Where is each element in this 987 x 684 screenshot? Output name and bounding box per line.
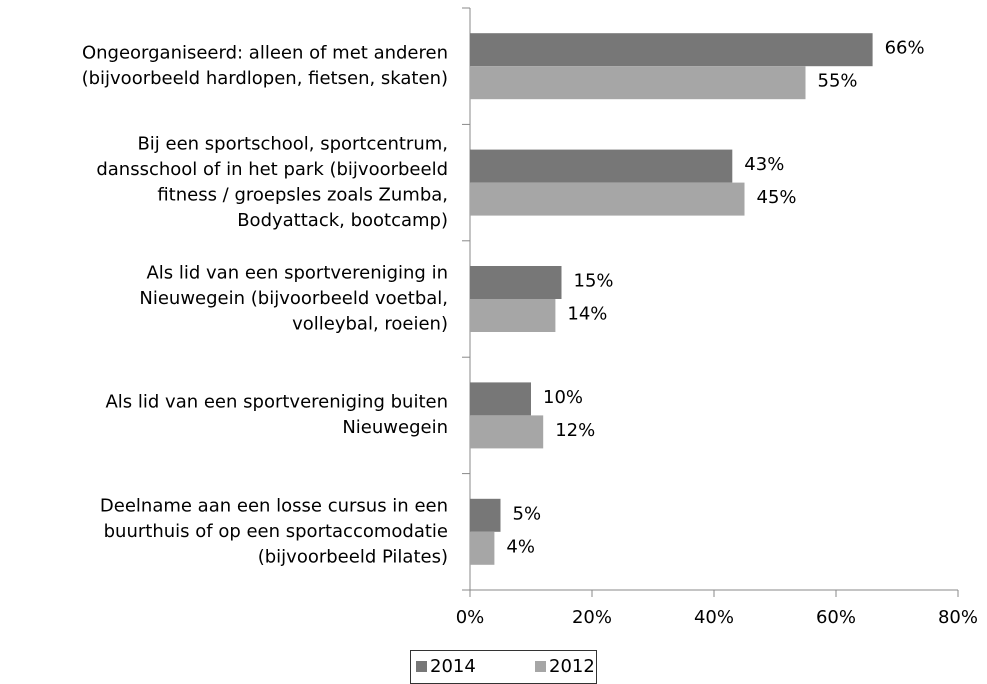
x-tick-label: 40% [694,607,734,628]
category-label: buurthuis of op een sportaccomodatie [104,521,448,542]
value-label: 45% [757,187,797,208]
legend-swatch [416,661,427,672]
value-label: 43% [744,154,784,175]
x-tick-label: 20% [572,607,612,628]
x-tick-label: 60% [816,607,856,628]
bar [470,382,531,416]
category-label: dansschool of in het park (bijvoorbeeld [96,159,448,180]
category-label: Nieuwegein (bijvoorbeeld voetbal, [139,288,448,309]
category-label: fitness / groepsles zoals Zumba, [157,184,448,205]
x-tick-label: 0% [456,607,485,628]
value-label: 14% [567,304,607,325]
bar [470,266,562,299]
bar [470,299,556,332]
value-label: 10% [543,387,583,408]
bar [470,149,733,183]
category-label: (bijvoorbeeld hardlopen, fietsen, skaten… [82,68,448,89]
category-label: Als lid van een sportvereniging buiten [105,392,448,413]
value-label: 5% [513,503,542,524]
bar [470,498,501,532]
legend-label: 2012 [549,656,595,677]
bar [470,66,806,100]
bar [470,182,745,216]
bar [470,531,495,565]
legend-label: 2014 [430,656,476,677]
category-label: Bij een sportschool, sportcentrum, [137,133,448,154]
category-label: volleybal, roeien) [292,314,448,335]
category-label: Als lid van een sportvereniging in [146,263,448,284]
bar [470,33,873,67]
value-label: 55% [818,71,858,92]
category-label: Bodyattack, bootcamp) [237,210,448,231]
value-label: 66% [885,38,925,59]
bar [470,415,544,449]
legend-swatch [535,661,546,672]
category-label: Deelname aan een losse cursus in een [100,495,448,516]
value-label: 15% [574,271,614,292]
category-label: (bijvoorbeeld Pilates) [258,546,448,567]
category-label: Ongeorganiseerd: alleen of met anderen [82,42,448,63]
value-label: 4% [506,536,535,557]
category-label: Nieuwegein [342,417,448,438]
value-label: 12% [555,420,595,441]
x-tick-label: 80% [938,607,978,628]
